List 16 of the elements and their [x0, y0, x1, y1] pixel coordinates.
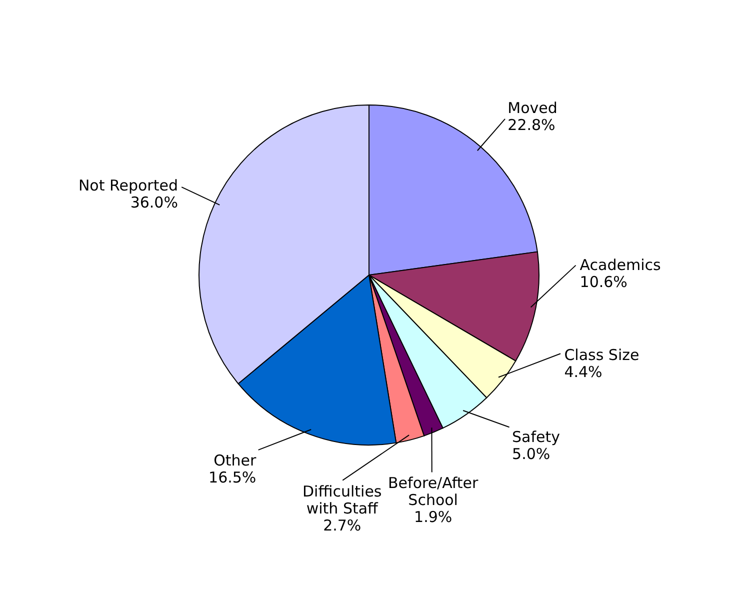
data-label: 1.9%: [414, 508, 452, 526]
data-label: 5.0%: [512, 445, 550, 464]
slice-label: Academics: [580, 256, 661, 274]
slice-label: Moved: [508, 98, 558, 117]
slice-label: Class Size: [564, 346, 640, 364]
slice-label: Difficulties with Staff: [302, 482, 382, 518]
data-label: 16.5%: [208, 468, 256, 486]
slice-label: Other: [214, 451, 258, 470]
data-label: 4.4%: [564, 363, 602, 382]
slice-label: Before/After School: [388, 474, 479, 510]
slice-label: Not Reported: [78, 176, 178, 194]
slice-label: Safety: [512, 428, 560, 446]
data-label: 22.8%: [508, 116, 556, 134]
data-label: 36.0%: [130, 193, 178, 212]
data-label: 2.7%: [323, 516, 362, 534]
data-label: 10.6%: [580, 273, 628, 292]
